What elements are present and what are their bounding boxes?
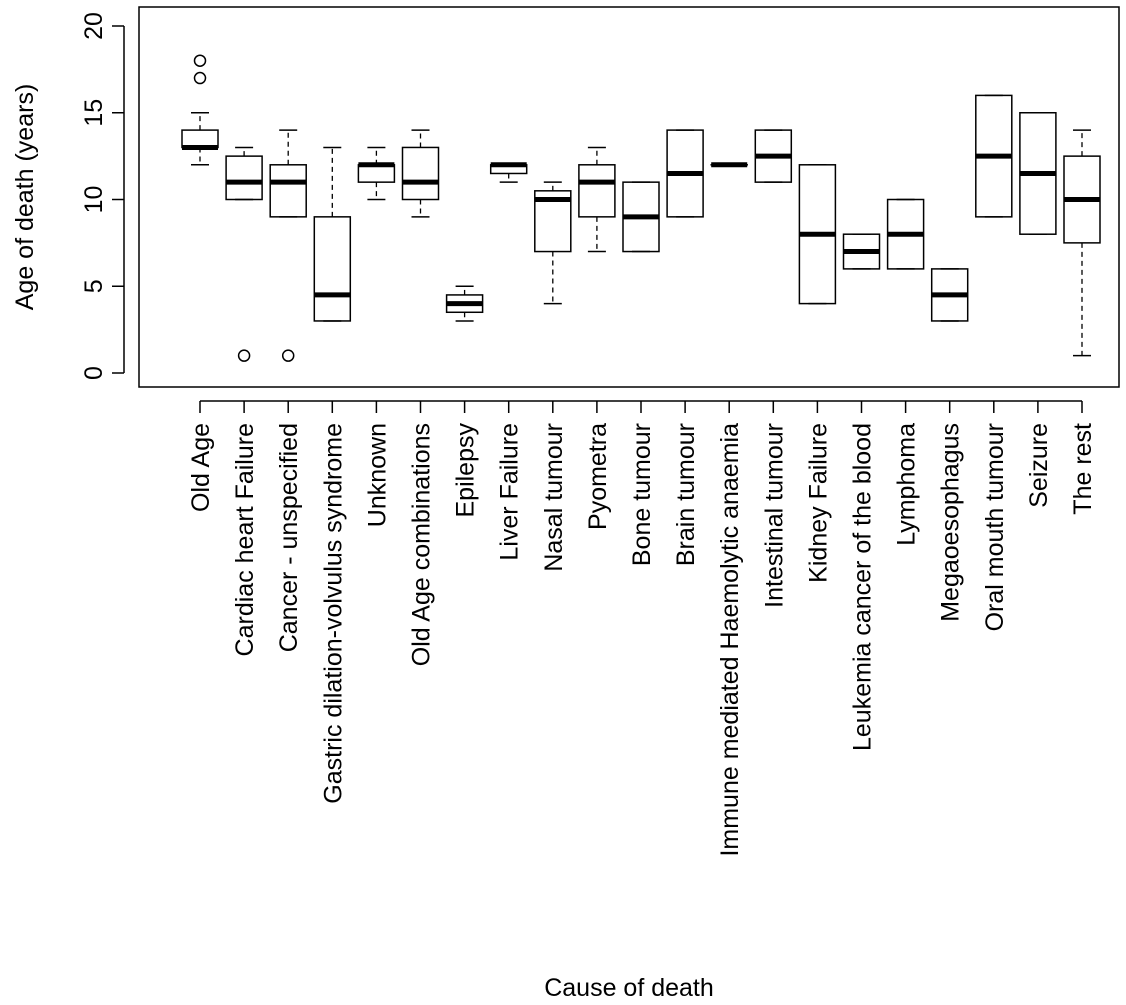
x-tick-label: Immune mediated Haemolytic anaemia <box>716 423 744 857</box>
box-group <box>798 164 837 305</box>
y-tick-label: 0 <box>80 366 108 380</box>
box-group <box>754 129 793 183</box>
x-tick-label: Kidney Failure <box>804 423 832 583</box>
box-group <box>313 146 352 322</box>
y-tick-label: 15 <box>80 99 108 127</box>
x-tick-label: Cancer - unspecified <box>275 423 303 652</box>
x-tick-label: Nasal tumour <box>540 423 568 572</box>
box-group <box>622 181 660 253</box>
x-tick-label: Old Age combinations <box>408 423 436 666</box>
box-group <box>489 162 528 183</box>
x-tick-label: Liver Failure <box>496 423 524 561</box>
x-tick-label: Cardiac heart Failure <box>231 423 259 656</box>
y-axis-label: Age of death (years) <box>11 84 39 311</box>
y-tick-label: 20 <box>80 12 108 40</box>
box-group <box>578 146 616 253</box>
y-tick-label: 5 <box>80 279 108 293</box>
iqr-box <box>269 164 307 218</box>
y-tick-label: 10 <box>80 186 108 214</box>
box-group <box>842 233 881 270</box>
box-group <box>445 285 484 322</box>
x-tick-label: Pyometra <box>584 423 612 530</box>
x-tick-label: Seizure <box>1025 423 1053 508</box>
outlier-point <box>193 71 207 85</box>
x-tick-label: Leukemia cancer of the blood <box>849 423 877 751</box>
x-axis-label: Cause of death <box>544 974 714 1002</box>
outlier-point <box>237 349 251 362</box>
box-group <box>534 181 572 305</box>
x-tick-label: Brain tumour <box>672 423 700 566</box>
x-tick-label: Unknown <box>363 423 391 527</box>
x-tick-label: Megaoesophagus <box>937 423 965 622</box>
box-group <box>666 129 704 218</box>
boxes <box>181 54 1101 362</box>
box-group <box>269 129 307 362</box>
outlier-point <box>193 54 207 67</box>
x-tick-label: The rest <box>1069 423 1097 515</box>
plot-frame <box>138 6 1120 388</box>
iqr-box <box>181 129 219 149</box>
iqr-box <box>313 216 352 322</box>
box-group <box>181 54 219 166</box>
box-group <box>1063 129 1101 357</box>
iqr-box <box>401 146 440 201</box>
x-tick-label: Gastric dilation-volvulus syndrome <box>319 423 347 804</box>
box-group <box>975 94 1013 218</box>
box-group <box>401 129 440 218</box>
iqr-box <box>225 155 263 201</box>
x-tick-label: Oral mouth tumour <box>981 423 1009 631</box>
outlier-point <box>281 349 295 362</box>
box-group <box>930 268 969 322</box>
iqr-box <box>578 164 616 218</box>
x-axis: Old Age Cardiac heart Failure Cancer - uns… <box>187 400 1097 857</box>
box-group <box>357 146 396 201</box>
box-group <box>886 198 925 270</box>
x-tick-label: Lymphoma <box>893 423 921 546</box>
x-tick-label: Old Age <box>187 423 215 512</box>
box-group <box>1019 112 1057 235</box>
x-tick-label: Bone tumour <box>628 423 656 566</box>
iqr-box <box>357 164 396 183</box>
y-axis: 0 5 10 15 20 <box>80 12 125 380</box>
x-tick-label: Epilepsy <box>452 423 480 518</box>
x-tick-label: Intestinal tumour <box>760 423 788 608</box>
box-group <box>225 146 263 362</box>
iqr-box <box>534 190 572 253</box>
